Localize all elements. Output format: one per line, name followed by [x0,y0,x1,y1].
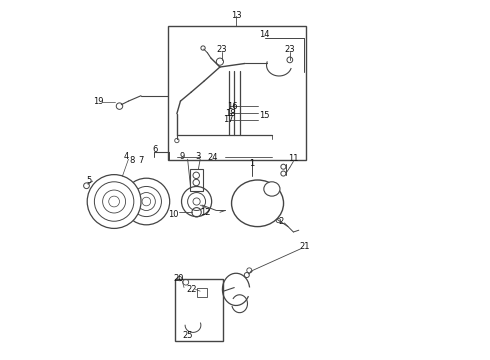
Text: 7: 7 [138,156,144,165]
Bar [196,288,207,297]
Circle shape [238,189,267,218]
Text: 12: 12 [200,208,211,217]
Text: 24: 24 [207,153,218,162]
Text: 16: 16 [227,102,238,111]
Circle shape [123,178,170,225]
Text: 23: 23 [285,45,295,54]
Text: 3: 3 [196,152,201,161]
Text: 22: 22 [186,285,196,294]
Bar [175,279,223,341]
Text: 21: 21 [299,242,309,251]
Bar [168,26,306,160]
Text: 23: 23 [217,45,227,54]
Text: 13: 13 [231,10,242,19]
Circle shape [87,175,141,228]
Circle shape [131,186,161,217]
Circle shape [243,194,261,212]
Text: 2: 2 [278,217,284,226]
Text: 6: 6 [153,145,158,154]
Bar [190,169,203,191]
Text: 14: 14 [260,30,270,39]
Ellipse shape [264,182,280,196]
Text: 17: 17 [223,115,234,124]
Text: 25: 25 [182,332,193,341]
Text: 4: 4 [124,152,129,161]
Text: 8: 8 [129,156,135,165]
Text: 18: 18 [225,109,236,118]
Text: 1: 1 [249,159,255,168]
Circle shape [248,200,256,207]
Text: 19: 19 [93,96,103,105]
Text: 9: 9 [180,152,185,161]
Text: 15: 15 [260,111,270,120]
Text: 20: 20 [173,274,184,283]
Ellipse shape [232,180,284,226]
Text: 10: 10 [168,210,178,219]
Circle shape [181,186,212,217]
Circle shape [95,182,134,221]
Text: 11: 11 [288,154,299,163]
Text: 5: 5 [86,176,92,185]
